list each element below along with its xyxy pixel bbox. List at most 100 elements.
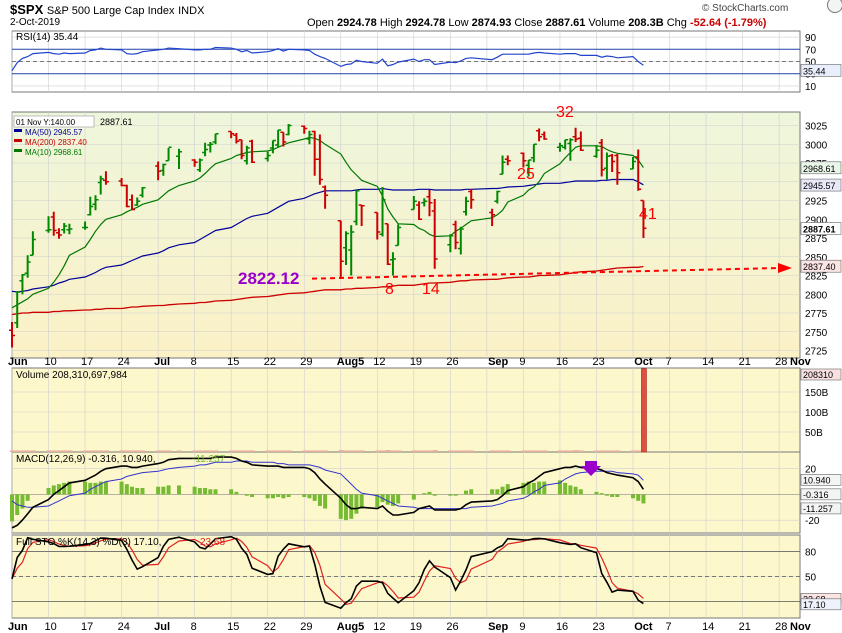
rsi-line [11, 46, 644, 72]
price-badge-text: 2968.61 [803, 164, 836, 174]
volume-bar-2019-08-07 [349, 450, 355, 452]
volume-bar-2019-08-13 [380, 450, 386, 452]
macd-axis-tick-label: 20 [805, 465, 817, 476]
x-axis-label: Sep [488, 356, 508, 368]
symbol-name: S&P 500 Large Cap Index [46, 5, 175, 17]
volume-bar-2019-08-27 [453, 450, 459, 452]
x-axis-label: 8 [191, 356, 197, 368]
x-axis-label: 24 [118, 621, 130, 633]
volume-bar-2019-06-20 [98, 450, 104, 452]
volume-bar-2019-06-11 [51, 450, 57, 452]
macd-hist-bar [213, 489, 218, 495]
macd-hist-bar [140, 488, 145, 495]
x-axis-label: 8 [191, 621, 197, 633]
volume-bar-2019-08-02 [323, 450, 329, 452]
volume-bar-2019-07-11 [208, 450, 214, 452]
exchange: INDX [178, 5, 205, 17]
x-axis-label: Jun [8, 356, 28, 368]
x-axis-label: 12 [373, 356, 385, 368]
volume-bar-2019-06-17 [83, 450, 89, 452]
x-axis-label: 26 [446, 356, 458, 368]
macd-badge [800, 488, 842, 501]
volume-bar-2019-06-25 [124, 450, 130, 452]
macd-legend: MACD(12,26,9) -0.316, 10.940, [16, 454, 156, 465]
x-axis-label: Jul [154, 621, 170, 633]
rsi-axis-tick-label: 10 [805, 82, 817, 93]
volume-bar-2019-08-15 [390, 450, 396, 452]
volume-bar-2019-06-24 [119, 450, 125, 452]
volume-badge-text: 208310 [803, 370, 833, 380]
x-axis-label: 9 [519, 621, 525, 633]
volume-bar-2019-07-10 [203, 450, 209, 452]
x-axis-label: 22 [264, 621, 276, 633]
x-axis-label: 22 [264, 356, 276, 368]
macd-hist-bar [490, 489, 495, 495]
volume-bar-2019-07-19 [250, 450, 256, 452]
macd-hist-bar [135, 488, 140, 495]
macd-hist-bar [270, 494, 275, 499]
volume-bar-2019-06-12 [56, 450, 62, 452]
volume-bar-2019-07-02 [161, 450, 167, 452]
volume-bar-2019-07-24 [276, 450, 282, 452]
volume-bar-2019-06-07 [30, 450, 36, 452]
price-panel-frame [11, 111, 801, 359]
macd-hist-bar [526, 481, 531, 495]
legend-title-box [13, 115, 95, 128]
brand-credit: © StockCharts.com [702, 3, 789, 14]
search-icon[interactable] [827, 0, 842, 13]
volume-bar-2019-08-26 [448, 450, 454, 452]
legend-title: 01 Nov Y:140.00 [16, 118, 76, 127]
macd-hist-bar [119, 481, 124, 495]
macd-hist-bar [192, 486, 197, 495]
price-badge-text: 2945.57 [803, 181, 836, 191]
price-axis-tick-label: 3025 [805, 122, 828, 133]
volume-bar-2019-06-06 [25, 450, 31, 452]
x-axis-label: 16 [556, 356, 568, 368]
volume-bar-2019-09-18 [568, 450, 574, 452]
rsi-axis-tick-label: 50 [805, 58, 817, 69]
volume-bar-2019-07-22 [265, 450, 271, 452]
volume-bar-2019-07-25 [281, 450, 287, 452]
price-axis-tick-label: 2875 [805, 234, 828, 245]
legend-ma200-swatch [14, 139, 22, 142]
quote-line: Open 2924.78 High 2924.78 Low 2874.93 Cl… [307, 17, 766, 29]
macd-hist-bar [385, 494, 390, 505]
rsi-badge-text: 35.44 [803, 66, 826, 76]
volume-bar-2019-06-04 [15, 450, 21, 452]
price-axis-tick-label: 2800 [805, 290, 828, 301]
macd-hist-bar [208, 489, 213, 495]
x-axis-label: 23 [592, 621, 604, 633]
macd-hist-bar [537, 481, 542, 495]
volume-bar-2019-06-21 [103, 450, 109, 452]
sto-k-line [11, 535, 644, 610]
volume-bar-2019-07-05 [176, 450, 182, 452]
price-axis-tick-label: 2900 [805, 215, 828, 226]
x-axis-label: Sep [488, 621, 508, 633]
volume-bar-2019-08-28 [458, 450, 464, 452]
macd-hist-bar [20, 494, 25, 509]
macd-hist-bar [568, 485, 573, 495]
macd-hist-bar [573, 486, 578, 495]
ma200-line [11, 265, 644, 316]
price-badge [800, 222, 842, 235]
macd-hist-bar [67, 481, 72, 495]
macd-hist-bar [599, 493, 604, 495]
macd-hist-bar [464, 490, 469, 495]
volume-label: Volume [588, 17, 626, 29]
macd-hist-bar [448, 494, 453, 496]
macd-hist-bar [500, 486, 505, 495]
volume-badge [800, 368, 842, 381]
rsi-legend: RSI(14) 35.44 [16, 32, 79, 43]
macd-hist-bar [615, 494, 620, 497]
x-axis-label: 29 [300, 356, 312, 368]
x-axis-label: 23 [592, 356, 604, 368]
x-axis-label: 16 [556, 621, 568, 633]
volume-bar-2019-10-01 [636, 450, 642, 452]
macd-hist-bar [427, 491, 432, 495]
x-axis-label: 7 [666, 621, 672, 633]
x-axis-label: Nov [790, 621, 812, 633]
volume-bar-2019-08-23 [432, 450, 438, 452]
x-axis-label: Jun [8, 621, 28, 633]
macd-hist-bar [156, 486, 161, 495]
volume-bar-2019-07-29 [302, 450, 308, 452]
